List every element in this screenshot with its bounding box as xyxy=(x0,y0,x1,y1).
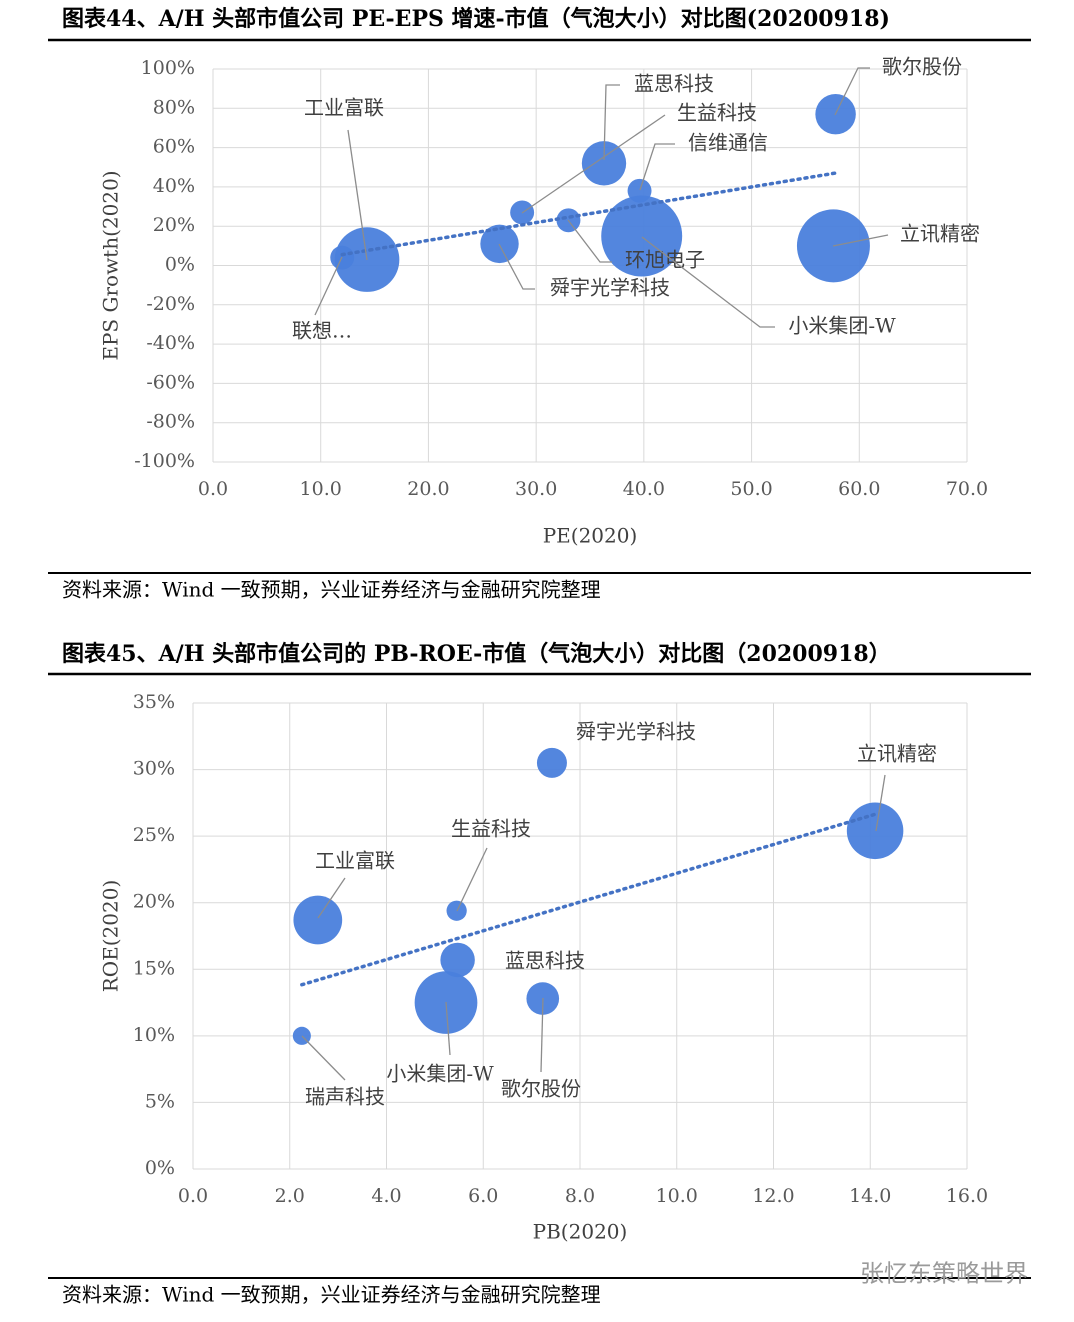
y-axis-label: EPS Growth(2020) xyxy=(99,170,123,360)
leader-line xyxy=(567,219,612,263)
leader-line xyxy=(834,67,870,116)
point-label: 信维通信 xyxy=(688,131,768,155)
source-note: 资料来源：Wind 一致预期，兴业证券经济与金融研究院整理 xyxy=(62,578,601,602)
leader-line xyxy=(498,243,535,290)
y-tick-label: 0% xyxy=(165,254,195,276)
bubble xyxy=(601,195,683,277)
y-tick-label: 40% xyxy=(153,175,195,197)
y-tick-label: 80% xyxy=(153,96,195,118)
x-tick-label: 2.0 xyxy=(275,1185,305,1207)
x-tick-label: 12.0 xyxy=(752,1185,794,1207)
y-tick-label: 35% xyxy=(133,691,175,713)
x-tick-label: 60.0 xyxy=(838,478,880,500)
point-label: 联想… xyxy=(292,319,352,343)
watermark: 张忆东策略世界 xyxy=(860,1260,1028,1288)
leader-line xyxy=(301,1035,346,1081)
point-label: 生益科技 xyxy=(677,101,757,125)
bubble xyxy=(293,895,343,945)
leader-line xyxy=(317,877,346,919)
leader-line xyxy=(521,114,666,214)
point-label: 生益科技 xyxy=(451,817,531,841)
x-axis-label: PE(2020) xyxy=(543,524,638,548)
y-tick-label: 5% xyxy=(145,1090,175,1112)
x-tick-label: 10.0 xyxy=(656,1185,698,1207)
bubble xyxy=(846,802,904,860)
leader-line xyxy=(603,84,620,161)
y-tick-label: 30% xyxy=(133,758,175,780)
y-tick-label: 60% xyxy=(153,136,195,158)
x-tick-label: 20.0 xyxy=(407,478,449,500)
y-tick-label: 0% xyxy=(145,1157,175,1179)
point-label: 工业富联 xyxy=(304,96,384,120)
y-tick-label: -100% xyxy=(134,450,195,472)
leader-line xyxy=(875,774,886,832)
y-tick-label: -80% xyxy=(146,411,195,433)
x-tick-label: 70.0 xyxy=(946,478,988,500)
point-label: 瑞声科技 xyxy=(305,1085,385,1109)
y-axis-label: ROE(2020) xyxy=(99,880,123,993)
point-label: 环旭电子 xyxy=(625,248,705,272)
point-label: 蓝思科技 xyxy=(505,949,585,973)
leader-line xyxy=(456,847,488,912)
x-tick-label: 30.0 xyxy=(515,478,557,500)
leader-line xyxy=(641,236,775,328)
point-label: 立讯精密 xyxy=(900,222,980,246)
x-tick-label: 4.0 xyxy=(371,1185,401,1207)
point-label: 歌尔股份 xyxy=(501,1077,581,1101)
trendline xyxy=(300,812,877,987)
x-tick-label: 14.0 xyxy=(849,1185,891,1207)
point-label: 蓝思科技 xyxy=(634,72,714,96)
leader-line xyxy=(347,129,368,261)
x-tick-label: 40.0 xyxy=(623,478,665,500)
y-tick-label: 20% xyxy=(153,214,195,236)
trendline xyxy=(340,171,838,257)
y-tick-label: 25% xyxy=(133,824,175,846)
x-tick-label: 50.0 xyxy=(730,478,772,500)
point-label: 立讯精密 xyxy=(857,742,937,766)
chart-title: 图表45、A/H 头部市值公司的 PB-ROE-市值（气泡大小）对比图（2020… xyxy=(62,641,891,667)
bubble xyxy=(581,141,627,186)
y-tick-label: 10% xyxy=(133,1024,175,1046)
x-axis-label: PB(2020) xyxy=(533,1220,628,1244)
point-label: 小米集团-W xyxy=(788,314,896,338)
x-tick-label: 16.0 xyxy=(946,1185,988,1207)
x-tick-label: 10.0 xyxy=(300,478,342,500)
leader-line xyxy=(445,1001,451,1056)
y-tick-label: -40% xyxy=(146,332,195,354)
x-tick-label: 8.0 xyxy=(565,1185,595,1207)
source-note: 资料来源：Wind 一致预期，兴业证券经济与金融研究院整理 xyxy=(62,1283,601,1307)
point-label: 舜宇光学科技 xyxy=(550,276,670,300)
x-tick-label: 0.0 xyxy=(198,478,228,500)
x-tick-label: 6.0 xyxy=(468,1185,498,1207)
bubble xyxy=(440,942,475,978)
leader-line xyxy=(540,997,544,1073)
y-tick-label: 100% xyxy=(141,57,195,79)
x-tick-label: 0.0 xyxy=(178,1185,208,1207)
y-tick-label: -20% xyxy=(146,293,195,315)
leader-line xyxy=(639,143,675,191)
bubble xyxy=(536,747,567,778)
leader-line xyxy=(832,234,889,247)
point-label: 工业富联 xyxy=(315,849,395,873)
point-label: 舜宇光学科技 xyxy=(576,720,696,744)
y-tick-label: -60% xyxy=(146,371,195,393)
y-tick-label: 20% xyxy=(133,891,175,913)
point-label: 歌尔股份 xyxy=(882,55,962,79)
point-label: 小米集团-W xyxy=(386,1062,494,1086)
leader-line xyxy=(314,256,343,316)
chart-title: 图表44、A/H 头部市值公司 PE-EPS 增速-市值（气泡大小）对比图(20… xyxy=(62,6,890,32)
y-tick-label: 15% xyxy=(133,957,175,979)
